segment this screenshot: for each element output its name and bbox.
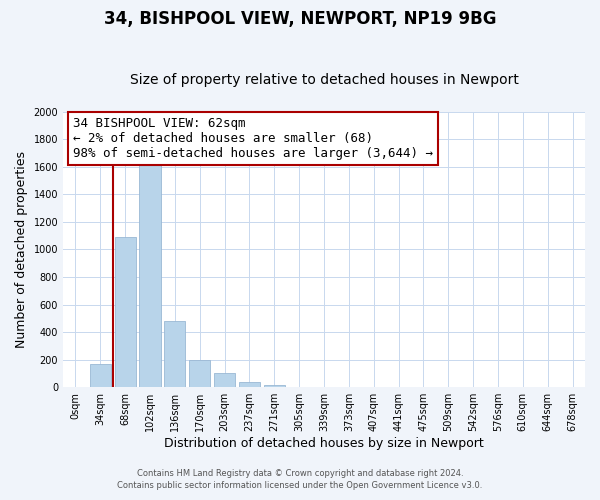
Bar — [164, 321, 185, 387]
X-axis label: Distribution of detached houses by size in Newport: Distribution of detached houses by size … — [164, 437, 484, 450]
Bar — [139, 162, 161, 387]
Text: 34, BISHPOOL VIEW, NEWPORT, NP19 9BG: 34, BISHPOOL VIEW, NEWPORT, NP19 9BG — [104, 10, 496, 28]
Bar — [115, 237, 136, 387]
Text: 34 BISHPOOL VIEW: 62sqm
← 2% of detached houses are smaller (68)
98% of semi-det: 34 BISHPOOL VIEW: 62sqm ← 2% of detached… — [73, 118, 433, 160]
Title: Size of property relative to detached houses in Newport: Size of property relative to detached ho… — [130, 73, 518, 87]
Text: Contains HM Land Registry data © Crown copyright and database right 2024.
Contai: Contains HM Land Registry data © Crown c… — [118, 469, 482, 490]
Bar — [239, 382, 260, 387]
Bar — [90, 364, 111, 387]
Y-axis label: Number of detached properties: Number of detached properties — [15, 151, 28, 348]
Bar — [264, 385, 285, 387]
Bar — [214, 374, 235, 387]
Bar — [189, 360, 211, 387]
